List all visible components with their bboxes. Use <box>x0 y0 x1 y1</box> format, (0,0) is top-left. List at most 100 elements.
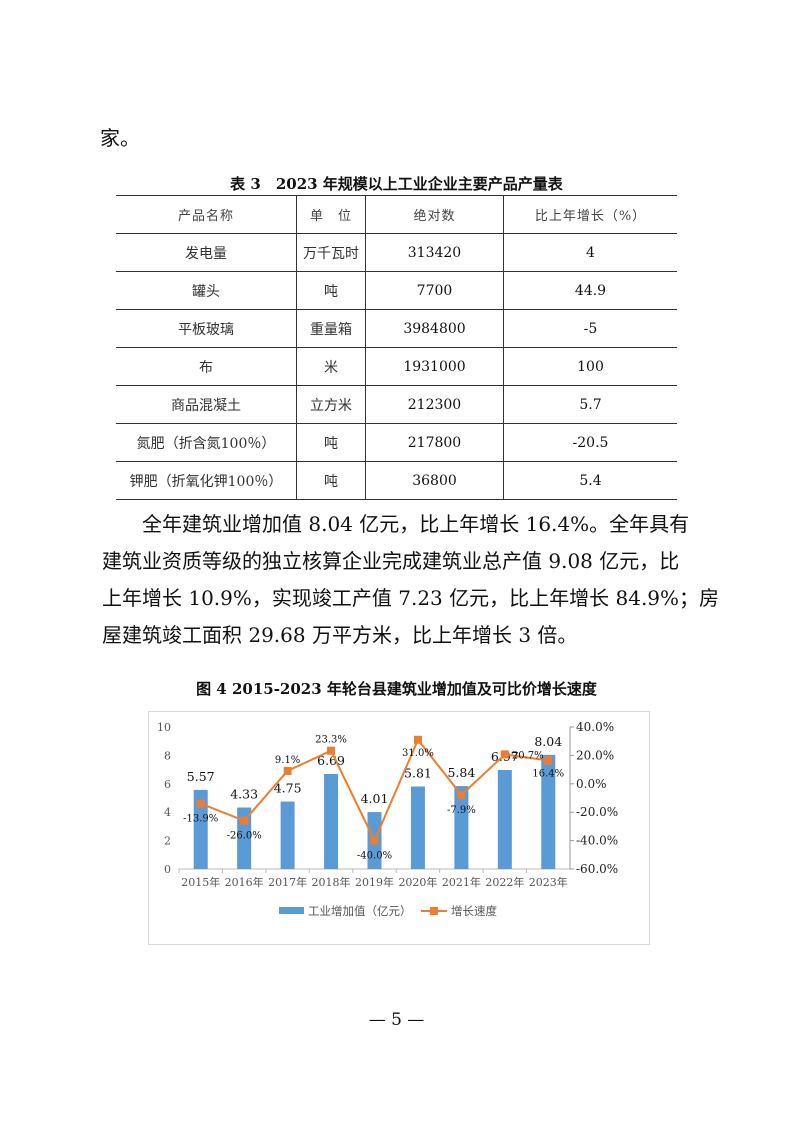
bar <box>454 786 469 869</box>
table-cell: 立方米 <box>296 385 366 424</box>
left-tick-label: 0 <box>164 863 171 876</box>
bar <box>541 754 556 869</box>
table-row: 钾肥（折氧化钾100％）吨 36800 5.4 <box>116 461 677 500</box>
right-tick-label: 20.0% <box>576 748 614 762</box>
bar-value-label: 4.75 <box>274 781 302 796</box>
bar <box>324 774 339 869</box>
table-caption: 表 3 2023 年规模以上工业企业主要产品产量表 <box>230 175 563 193</box>
table-cell: 313420 <box>365 233 504 272</box>
growth-marker <box>196 799 205 808</box>
right-tick-label: -40.0% <box>576 834 618 848</box>
bar <box>410 786 425 869</box>
growth-label: 9.1% <box>275 755 300 766</box>
x-tick-label: 2019年 <box>355 875 394 889</box>
right-tick-label: -20.0% <box>576 805 618 819</box>
table-cell: -20.5 <box>503 423 677 462</box>
table-cell: 米 <box>296 347 366 386</box>
chart-svg: 0 2 4 6 8 10 -60.0% -40.0% -20.0% 0.0% 20.0% 40.0% 2… <box>157 720 618 918</box>
bar <box>280 801 295 869</box>
table-cell: 罐头 <box>116 271 297 310</box>
text-fragment: 家。 <box>100 126 140 150</box>
chart-frame: 0 2 4 6 8 10 -60.0% -40.0% -20.0% 0.0% 20.0% 40.0% 2… <box>148 711 650 945</box>
left-tick-label: 8 <box>164 749 171 762</box>
table-cell: 吨 <box>296 423 366 462</box>
growth-marker <box>240 816 249 825</box>
legend-line-label: 增长速度 <box>451 904 497 918</box>
x-tick-label: 2015年 <box>181 875 220 889</box>
header-cell: 产品名称 <box>116 195 297 234</box>
growth-label: 16.4% <box>532 769 564 780</box>
bar-value-label: 8.04 <box>534 734 562 749</box>
left-tick-label: 4 <box>164 806 171 819</box>
legend-bar-swatch <box>279 907 304 914</box>
growth-marker <box>283 766 292 775</box>
table-cell: 100 <box>503 347 677 386</box>
chart-title: 图 4 2015-2023 年轮台县建筑业增加值及可比价增长速度 <box>196 680 597 698</box>
x-tick-label: 2021年 <box>442 875 481 889</box>
growth-label: -40.0% <box>357 851 392 862</box>
table-row: 平板玻璃 重量箱 3984800 -5 <box>116 309 677 348</box>
table-cell: 布 <box>116 347 297 386</box>
body-paragraph: 全年建筑业增加值 8.04 亿元，比上年增长 16.4%。全年具有 建筑业资质等… <box>102 506 742 654</box>
table-row: 氮肥（折含氮100％）吨 217800 -20.5 <box>116 423 677 462</box>
legend-bar-label: 工业增加值（亿元） <box>308 904 412 918</box>
legend-line-marker <box>430 907 438 915</box>
bar-value-label: 4.33 <box>230 787 258 802</box>
table-cell: 4 <box>503 233 677 272</box>
table-cell: 万千瓦时 <box>296 233 366 272</box>
table-cell: 钾肥（折氧化钾100％） <box>116 461 297 500</box>
table-cell: 商品混凝土 <box>116 385 297 424</box>
left-tick-label: 2 <box>164 835 171 848</box>
x-tick-label: 2020年 <box>398 875 437 889</box>
bar-value-label: 5.81 <box>404 765 432 780</box>
table-cell: 217800 <box>365 423 504 462</box>
bar <box>193 789 208 869</box>
table-cell: 平板玻璃 <box>116 309 297 348</box>
growth-marker <box>370 836 379 845</box>
table-row: 发电量 万千瓦时 313420 4 <box>116 233 677 272</box>
x-tick-label: 2016年 <box>225 875 264 889</box>
paragraph-line: 建筑业资质等级的独立核算企业完成建筑业总产值 9.08 亿元，比 <box>102 549 680 573</box>
left-tick-label: 6 <box>164 778 171 791</box>
paragraph-line: 上年增长 10.9%，实现竣工产值 7.23 亿元，比上年增长 84.9%；房 <box>102 586 720 610</box>
table-cell: 氮肥（折含氮100％） <box>116 423 297 462</box>
growth-label: 23.3% <box>315 735 347 746</box>
growth-label: -26.0% <box>227 831 262 842</box>
growth-marker <box>457 791 466 800</box>
right-tick-label: 40.0% <box>576 720 614 734</box>
table-cell: 5.4 <box>503 461 677 500</box>
left-tick-label: 10 <box>157 721 171 734</box>
table-header-row: 产品名称 单 位 绝对数 比上年增长（%） <box>116 195 677 234</box>
x-tick-label: 2023年 <box>529 875 568 889</box>
growth-label: -7.9% <box>447 805 476 816</box>
growth-marker <box>500 750 509 759</box>
growth-marker <box>544 756 553 765</box>
bar-value-label: 4.01 <box>361 791 389 806</box>
paragraph-line: 全年建筑业增加值 8.04 亿元，比上年增长 16.4%。全年具有 <box>102 512 690 536</box>
growth-label: 31.0% <box>402 748 434 759</box>
table-cell: 发电量 <box>116 233 297 272</box>
table-row: 商品混凝土 立方米 212300 5.7 <box>116 385 677 424</box>
bar-value-label: 5.57 <box>187 769 215 784</box>
paragraph-line: 屋建筑竣工面积 29.68 万平方米，比上年增长 3 倍。 <box>102 623 578 647</box>
table-row: 布米 1931000 100 <box>116 347 677 386</box>
header-cell: 比上年增长（%） <box>503 195 677 234</box>
bar <box>497 770 512 869</box>
right-tick-label: -60.0% <box>576 862 618 876</box>
table-cell: 212300 <box>365 385 504 424</box>
table-cell: 1931000 <box>365 347 504 386</box>
page-number: — 5 — <box>368 1010 425 1030</box>
growth-marker <box>327 746 336 755</box>
table-cell: 5.7 <box>503 385 677 424</box>
growth-label: 20.7% <box>512 750 544 761</box>
header-cell: 绝对数 <box>365 195 504 234</box>
table-cell: 吨 <box>296 461 366 500</box>
right-tick-label: 0.0% <box>576 777 607 791</box>
bar-value-label: 5.84 <box>447 765 475 780</box>
x-tick-label: 2018年 <box>312 875 351 889</box>
x-tick-label: 2017年 <box>268 875 307 889</box>
table-cell: 44.9 <box>503 271 677 310</box>
table-row: 罐头吨 7700 44.9 <box>116 271 677 310</box>
product-output-table: 产品名称 单 位 绝对数 比上年增长（%） 发电量 万千瓦时 313420 4 罐头吨 7… <box>116 195 677 500</box>
